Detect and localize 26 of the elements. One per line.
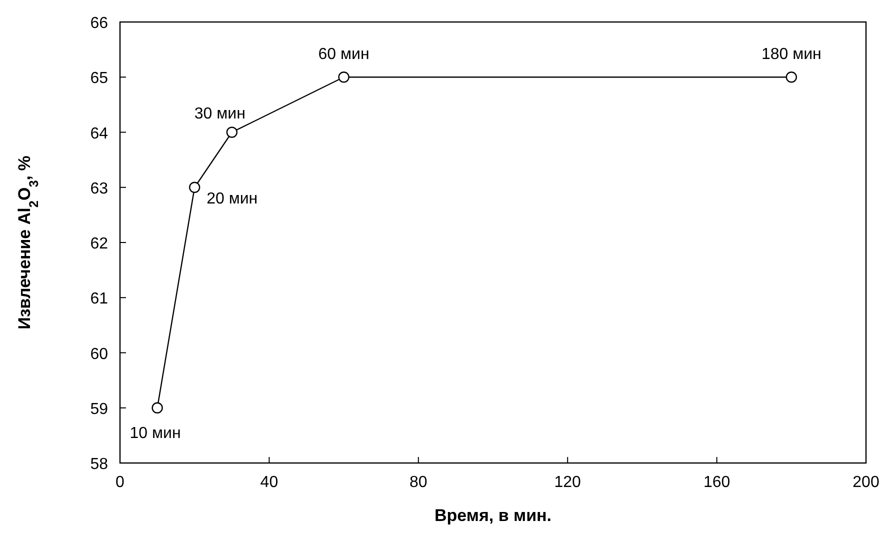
annotation: 180 мин: [761, 46, 822, 64]
y-tick-label: 61: [90, 290, 108, 308]
y-tick-label: 66: [90, 15, 108, 32]
point: [189, 182, 200, 193]
x-tick-label: 120: [554, 474, 582, 491]
x-axis-title: Время, в мин.: [434, 506, 552, 525]
y-tick-label: 60: [90, 346, 108, 363]
y-tick-label: 65: [90, 70, 108, 88]
y-tick-label: 62: [90, 236, 108, 252]
x-tick-label: 200: [852, 474, 880, 491]
annotation: 60 мин: [318, 46, 370, 64]
annotation: 10 мин: [130, 424, 181, 442]
x-tick-label: 0: [116, 474, 125, 491]
y-tick-label: 59: [90, 400, 108, 418]
point: [338, 72, 350, 83]
x-tick-label: 40: [260, 474, 278, 491]
annotation: 30 мин: [194, 105, 246, 122]
y-tick-label: 63: [90, 180, 108, 198]
point: [152, 402, 163, 414]
y-tick-label: 64: [90, 125, 108, 142]
point: [786, 72, 797, 83]
x-tick-label: 160: [703, 474, 730, 491]
point: [226, 126, 238, 138]
x-tick-label: 80: [410, 474, 428, 491]
y-tick-label: 58: [90, 456, 108, 473]
annotation: 20 мин: [206, 190, 258, 208]
